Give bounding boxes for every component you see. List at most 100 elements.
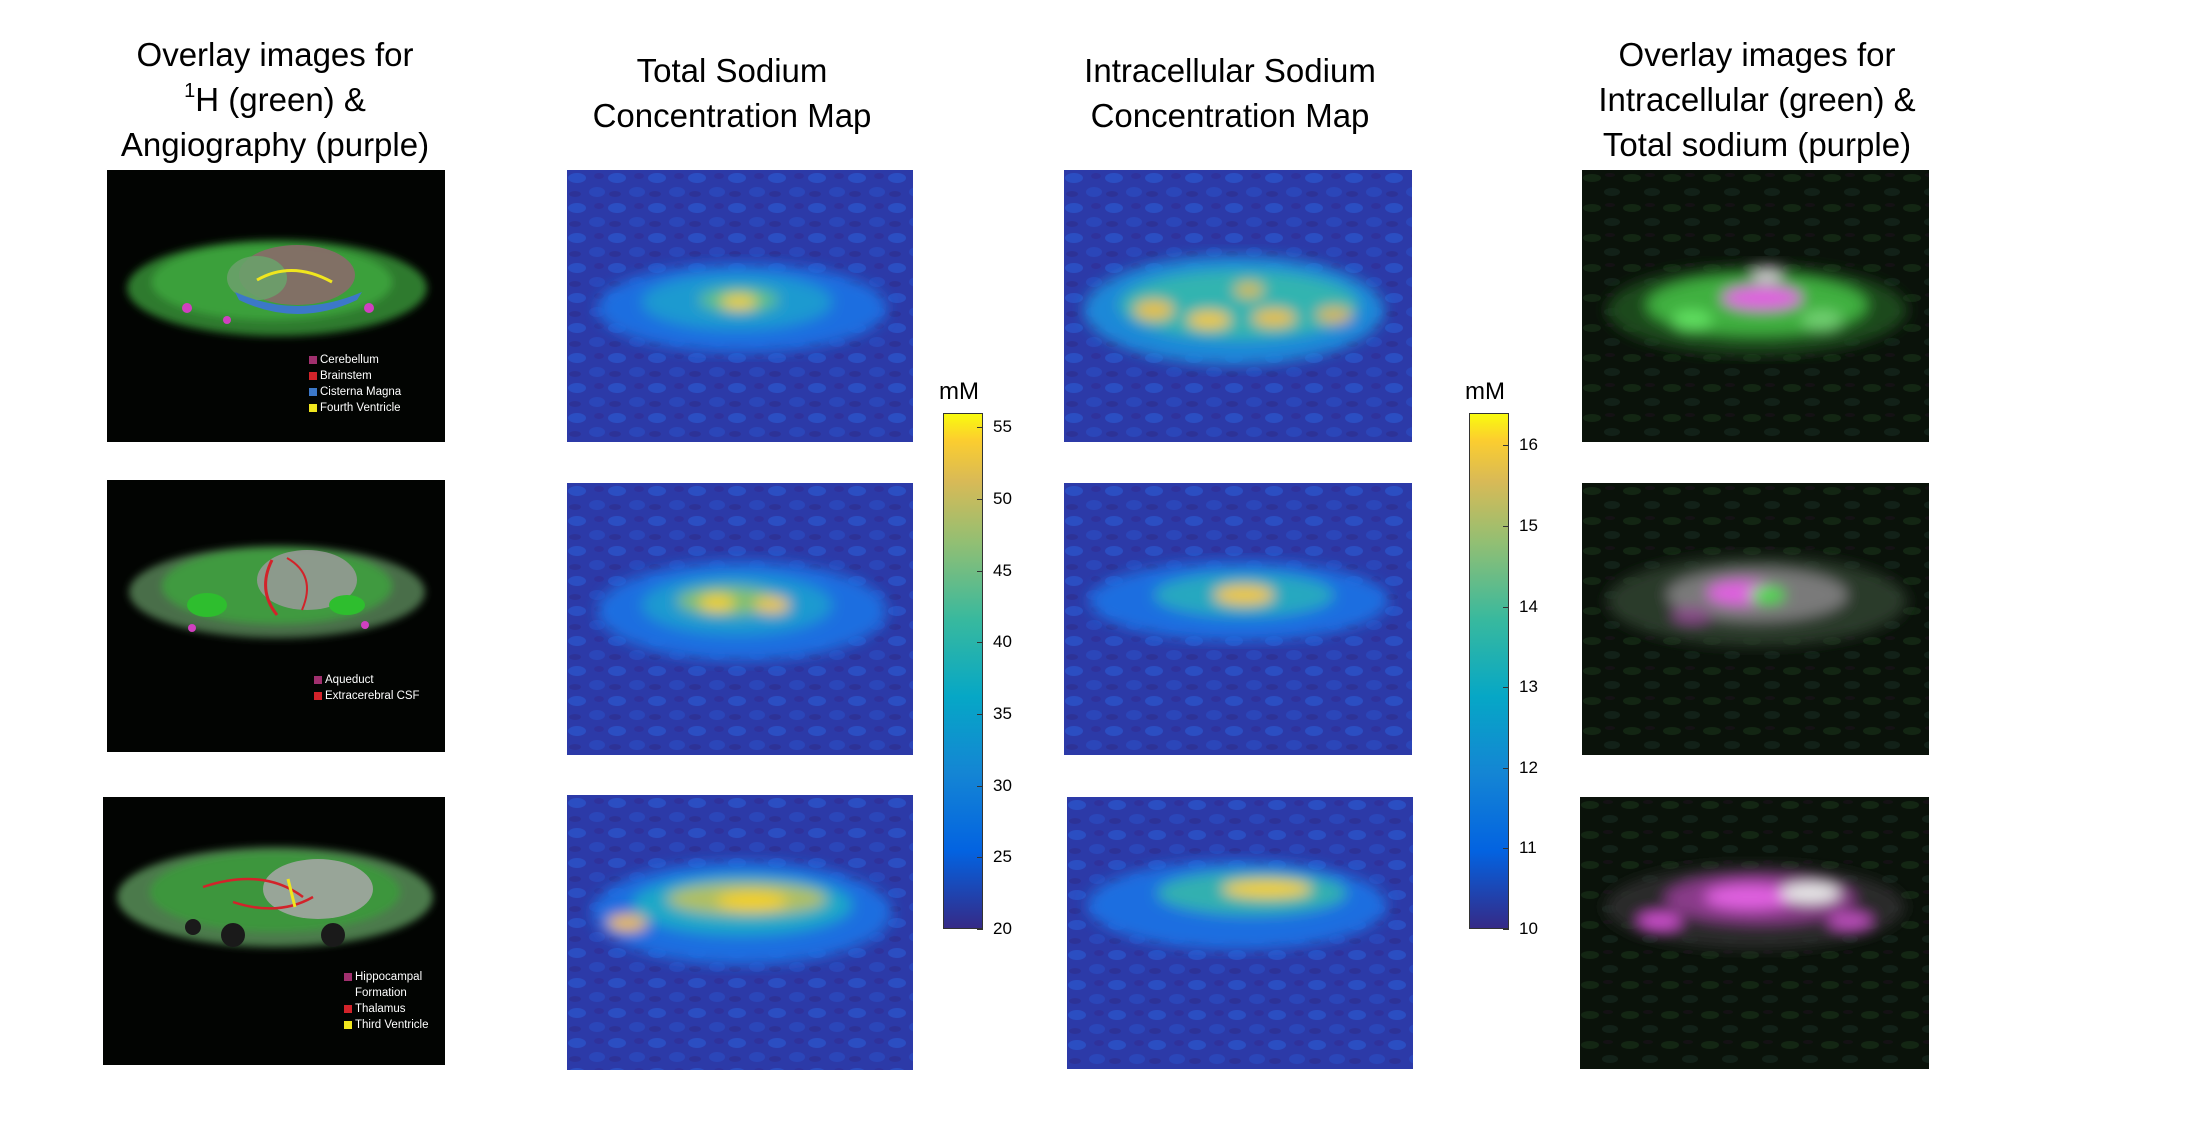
colorbar-tick-label: 12: [1519, 757, 1538, 777]
title-line: Total Sodium: [636, 52, 828, 89]
colorbar-tick-mark: [1503, 525, 1509, 527]
legend-swatch: [344, 1021, 352, 1029]
legend-item: Fourth Ventricle: [309, 400, 401, 416]
legend-item: Brainstem: [309, 368, 401, 384]
mri-slice: [107, 480, 445, 752]
concentration-map: [567, 483, 913, 755]
title-line: Concentration Map: [1090, 97, 1370, 134]
concentration-map: [567, 795, 913, 1070]
colorbar-intracellular: [1469, 413, 1509, 929]
overlay-image: [1580, 797, 1929, 1069]
column-title-intracellular-sodium: Intracellular Sodium Concentration Map: [1030, 48, 1430, 138]
legend-label: Hippocampal: [355, 971, 423, 983]
colorbar-tick-label: 15: [1519, 515, 1538, 535]
intracellular-sodium-map-row3: [1067, 797, 1413, 1069]
concentration-map: [1064, 170, 1412, 442]
colorbar-tick-mark: [977, 642, 983, 644]
overlay-1h-image-row3: Hippocampal Formation Thalamus Third Ven…: [103, 797, 445, 1065]
colorbar-tick-label: 16: [1519, 435, 1538, 455]
colorbar-unit-intracellular: mM: [1465, 378, 1505, 405]
colorbar-tick-mark: [1503, 929, 1509, 930]
colorbar-tick-mark: [977, 857, 983, 859]
colorbar-tick-label: 20: [993, 919, 1012, 938]
colorbar-tick-mark: [977, 929, 983, 930]
colorbar-tick-mark: [977, 499, 983, 500]
legend-swatch: [344, 1005, 352, 1013]
legend-label: Brainstem: [320, 370, 372, 382]
legend-item: Cisterna Magna: [309, 384, 401, 400]
colorbar-tick-mark: [1503, 767, 1509, 769]
legend-swatch: [309, 404, 317, 412]
total-sodium-map-row1: [567, 170, 913, 442]
colorbar-tick-mark: [977, 427, 983, 429]
legend-item: Hippocampal: [344, 969, 429, 985]
title-line: Overlay images for: [136, 36, 414, 73]
mri-slice: [103, 797, 445, 1065]
colorbar-tick-mark: [1503, 445, 1509, 447]
colorbar-tick-label: 14: [1519, 596, 1538, 616]
legend-label: Fourth Ventricle: [320, 402, 401, 414]
total-sodium-map-row2: [567, 483, 913, 755]
colorbar-tick-label: 25: [993, 847, 1012, 867]
legend-item: Extracerebral CSF: [314, 688, 420, 704]
title-line: Total sodium (purple): [1602, 126, 1912, 163]
legend-item: Cerebellum: [309, 352, 401, 368]
mri-slice: [107, 170, 445, 442]
title-line: Intracellular Sodium: [1084, 52, 1376, 89]
colorbar-tick-mark: [1503, 687, 1509, 689]
column-title-total-sodium: Total Sodium Concentration Map: [532, 48, 932, 138]
legend-swatch: [309, 388, 317, 396]
overlay-1h-image-row1: Cerebellum Brainstem Cisterna Magna Four…: [107, 170, 445, 442]
overlay-sodium-image-row3: [1580, 797, 1929, 1069]
total-sodium-map-row3: [567, 795, 913, 1070]
overlay-image: [1582, 170, 1929, 442]
colorbar-tick-mark: [1503, 848, 1509, 850]
colorbar-tick-label: 55: [993, 417, 1012, 437]
legend-swatch: [314, 676, 322, 684]
legend-label: Cisterna Magna: [320, 386, 402, 398]
colorbar-tick-label: 11: [1519, 838, 1537, 858]
legend-label: Third Ventricle: [355, 1019, 429, 1031]
intracellular-sodium-map-row1: [1064, 170, 1412, 442]
concentration-map: [1067, 797, 1413, 1069]
legend-swatch: [344, 973, 352, 981]
overlay-1h-image-row2: Aqueduct Extracerebral CSF: [107, 480, 445, 752]
legend-label: Cerebellum: [320, 354, 379, 366]
title-text: H (green) &: [195, 81, 366, 118]
colorbar-tick-mark: [977, 785, 983, 787]
colorbar-tick-label: 10: [1519, 919, 1538, 938]
legend-label: Extracerebral CSF: [325, 690, 420, 702]
title-line: Angiography (purple): [120, 126, 430, 163]
overlay-sodium-image-row2: [1582, 483, 1929, 755]
colorbar-tick-label: 13: [1519, 677, 1538, 697]
overlay-image: [1582, 483, 1929, 755]
colorbar-tick-label: 35: [993, 704, 1012, 723]
title-line: Concentration Map: [592, 97, 872, 134]
title-line: Overlay images for: [1618, 36, 1896, 73]
column-title-overlay-intracellular: Overlay images for Intracellular (green)…: [1557, 32, 1957, 167]
superscript: 1: [184, 80, 196, 102]
colorbar-unit-total: mM: [939, 378, 979, 405]
intracellular-sodium-map-row2: [1064, 483, 1412, 755]
legend-swatch: [309, 356, 317, 364]
colorbar-tick-label: 45: [993, 560, 1012, 580]
colorbar-tick-label: 50: [993, 489, 1012, 508]
legend-label: Formation: [355, 987, 407, 999]
legend-row2: Aqueduct Extracerebral CSF: [314, 672, 420, 704]
concentration-map: [567, 170, 913, 442]
colorbar-total: [943, 413, 983, 929]
colorbar-gradient: [944, 414, 982, 928]
colorbar-gradient: [1470, 414, 1508, 928]
concentration-map: [1064, 483, 1412, 755]
column-title-overlay-1h: Overlay images for 1H (green) & Angiogra…: [75, 32, 475, 167]
legend-label: Aqueduct: [325, 674, 374, 686]
legend-row3: Hippocampal Formation Thalamus Third Ven…: [344, 969, 429, 1033]
legend-item: Third Ventricle: [344, 1017, 429, 1033]
colorbar-tick-label: 40: [993, 632, 1012, 652]
colorbar-tick-mark: [977, 714, 983, 715]
legend-row1: Cerebellum Brainstem Cisterna Magna Four…: [309, 352, 401, 416]
overlay-sodium-image-row1: [1582, 170, 1929, 442]
colorbar-tick-mark: [977, 570, 983, 572]
legend-item: Aqueduct: [314, 672, 420, 688]
legend-label: Thalamus: [355, 1003, 406, 1015]
